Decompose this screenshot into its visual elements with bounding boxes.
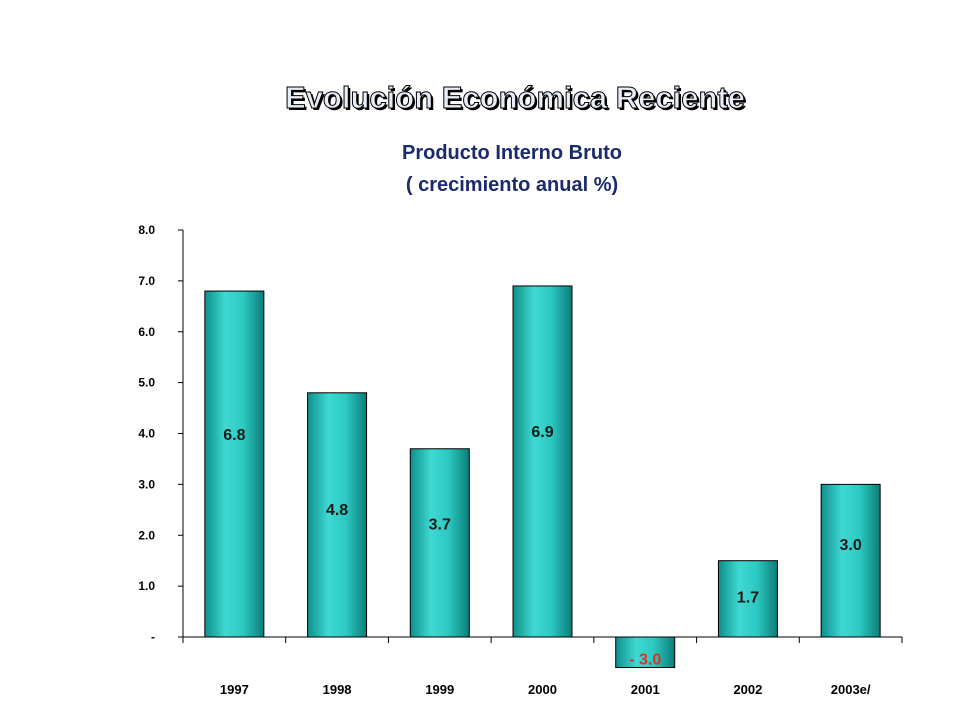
x-tick-label: 2003e/ [831,682,871,697]
x-tick-label: 2000 [528,682,557,697]
y-tick-label: 2.0 [138,528,155,542]
x-tick-label: 2002 [733,682,762,697]
x-tick-label: 1999 [425,682,454,697]
x-tick-label: 1998 [323,682,352,697]
data-label: 4.8 [326,502,348,519]
chart-subtitle: Producto Interno Bruto ( crecimiento anu… [0,137,960,201]
chart-labels: 6.8 1997 4.8 1998 3.7 1999 6.9 2000 - 3.0 2001 1.7… [220,424,871,697]
bar-1997 [204,290,265,638]
bar-2000 [512,285,573,638]
y-tick-label: 4.0 [138,427,155,441]
x-tick-label: 2001 [631,682,660,697]
y-tick-label: 3.0 [138,477,155,491]
chart-axes: - 1.0 2.0 3.0 4.0 5.0 6.0 7.0 8.0 [138,223,903,644]
y-tick-label: 8.0 [138,223,155,237]
y-tick-label: 5.0 [138,376,155,390]
data-label: 3.7 [429,517,451,534]
chart-bars [204,285,881,669]
y-tick-label: 7.0 [138,274,155,288]
data-label: 6.9 [531,424,553,441]
main-title: Evolución Económica Reciente [285,80,746,116]
data-label: 3.0 [840,537,862,554]
bar-2002 [717,560,778,638]
bar-2001 [615,636,676,669]
y-tick-label: 6.0 [138,325,155,339]
bar-2003e/ [820,483,881,638]
subtitle-line-2: ( crecimiento anual %) [405,174,619,196]
data-label: 6.8 [223,427,245,444]
data-label: - 3.0 [629,652,661,669]
y-tick-label: 1.0 [138,579,155,593]
subtitle-line-1: Producto Interno Bruto [402,142,622,164]
y-tick-label: - [151,630,155,644]
data-label: 1.7 [737,590,759,607]
x-tick-label: 1997 [220,682,249,697]
bar-1999 [409,448,470,638]
bar-1998 [307,392,368,638]
